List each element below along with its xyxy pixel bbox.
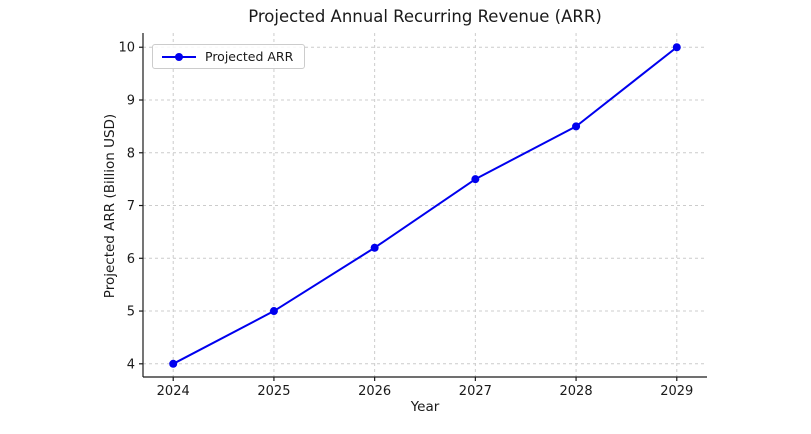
data-point-marker — [471, 175, 480, 184]
x-tick-label: 2026 — [358, 384, 391, 399]
data-point-marker — [370, 243, 379, 252]
legend-label: Projected ARR — [205, 49, 294, 64]
y-tick-label: 5 — [127, 305, 135, 320]
data-point-marker — [572, 122, 581, 131]
x-axis-title: Year — [410, 399, 440, 415]
legend-marker-icon — [175, 52, 183, 61]
y-tick-label: 8 — [127, 146, 135, 161]
x-tick-label: 2029 — [660, 384, 693, 399]
data-point-marker — [269, 307, 278, 316]
y-tick-label: 10 — [118, 41, 135, 56]
x-tick-label: 2027 — [459, 384, 492, 399]
data-line — [172, 46, 678, 365]
x-tick-label: 2024 — [157, 384, 190, 399]
data-point-marker — [672, 43, 681, 52]
x-tick-label: 2025 — [257, 384, 290, 399]
y-tick-label: 4 — [127, 357, 135, 372]
data-point-marker — [169, 359, 178, 368]
y-tick-label: 9 — [127, 94, 135, 109]
legend-line-marker-sample — [162, 52, 196, 61]
y-tick-label: 6 — [127, 252, 135, 267]
legend: Projected ARR — [152, 44, 306, 69]
y-tick-label: 7 — [127, 199, 135, 214]
x-tick-label: 2028 — [560, 384, 593, 399]
chart-title: Projected Annual Recurring Revenue (ARR) — [248, 7, 602, 26]
